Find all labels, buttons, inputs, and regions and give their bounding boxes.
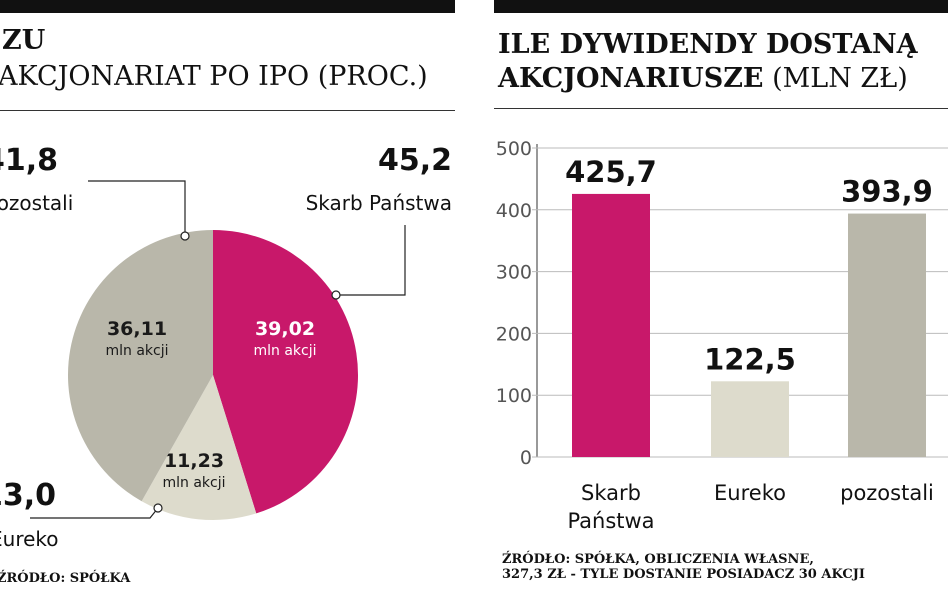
leader-line-pozostali (88, 180, 186, 236)
slice-value-pozostali: 36,11 (107, 318, 167, 340)
slice-unit-skarb-panstwa: mln akcji (253, 343, 316, 359)
pie-label-skarb-panstwa: Skarb Państwa (306, 191, 452, 215)
title-rule (0, 110, 455, 111)
pie-label-pozostali: pozostali (0, 191, 73, 215)
leader-dot-pozostali (180, 231, 190, 241)
x-category-label-skarb-panstwa: Państwa (567, 509, 654, 533)
bar-chart: 0 100 200 300 400 500 425,7 Skarb Państwa 122,5 Eu… (496, 138, 948, 533)
y-tick-label-100: 100 (496, 385, 532, 407)
pie-chart: 39,02 mln akcji 11,23 mln akcji 36,11 mln akc… (0, 143, 452, 551)
pie-slice-skarb-panstwa (213, 230, 358, 514)
pie-percent-skarb-panstwa: 45,2 (378, 143, 452, 178)
title-rule (494, 108, 948, 109)
pie-label-eureko: Eureko (0, 527, 59, 551)
x-category-label-pozostali: pozostali (840, 481, 934, 505)
left-title: ZU (2, 25, 46, 56)
slice-unit-eureko: mln akcji (162, 475, 225, 491)
bar-value-label-eureko: 122,5 (704, 342, 796, 376)
right-title: ILE DYWIDENDY DOSTANĄ (498, 29, 918, 60)
top-bar (494, 0, 948, 13)
right-subtitle: AKCJONARIUSZE (MLN ZŁ) (498, 64, 908, 94)
pie-percent-pozostali: 41,8 (0, 143, 58, 178)
slice-value-skarb-panstwa: 39,02 (255, 318, 315, 340)
leader-dot-eureko (153, 503, 163, 513)
x-category-label-eureko: Eureko (714, 481, 786, 505)
pie-slice-pozostali (68, 230, 213, 502)
dividend-panel: ILE DYWIDENDY DOSTANĄ AKCJONARIUSZE (MLN… (494, 0, 948, 593)
bar-value-label-pozostali: 393,9 (841, 175, 933, 209)
y-tick-label-500: 500 (496, 138, 532, 160)
pie-percent-eureko: 13,0 (0, 478, 56, 513)
right-subtitle-main: AKCJONARIUSZE (498, 63, 764, 94)
right-source-line1: ŹRÓDŁO: SPÓŁKA, OBLICZENIA WŁASNE, (502, 552, 814, 567)
right-subtitle-unit: (MLN ZŁ) (772, 63, 908, 94)
slice-value-eureko: 11,23 (164, 450, 224, 472)
bar-eureko (711, 381, 789, 457)
x-category-label-skarb-panstwa: Skarb (581, 481, 641, 505)
leader-line-skarb-panstwa (336, 225, 406, 296)
pie-slice-eureko (141, 375, 257, 520)
bar-skarb-panstwa (572, 193, 650, 457)
y-tick-label-300: 300 (496, 262, 532, 284)
left-subtitle: AKCJONARIAT PO IPO (PROC.) (0, 61, 428, 92)
right-source-line2: 327,3 ZŁ - TYLE DOSTANIE POSIADACZ 30 AK… (502, 567, 865, 582)
y-tick-label-400: 400 (496, 200, 532, 222)
y-tick-label-0: 0 (520, 447, 532, 469)
top-bar (0, 0, 455, 13)
bar-pozostali (848, 213, 926, 457)
left-source: ŹRÓDŁO: SPÓŁKA (0, 571, 131, 586)
slice-unit-pozostali: mln akcji (105, 343, 168, 359)
bar-value-label-skarb-panstwa: 425,7 (565, 155, 657, 189)
y-tick-label-200: 200 (496, 323, 532, 345)
leader-dot-skarb-panstwa (331, 290, 341, 300)
shareholders-panel: ZU AKCJONARIAT PO IPO (PROC.) 39,02 mln a… (0, 0, 455, 593)
